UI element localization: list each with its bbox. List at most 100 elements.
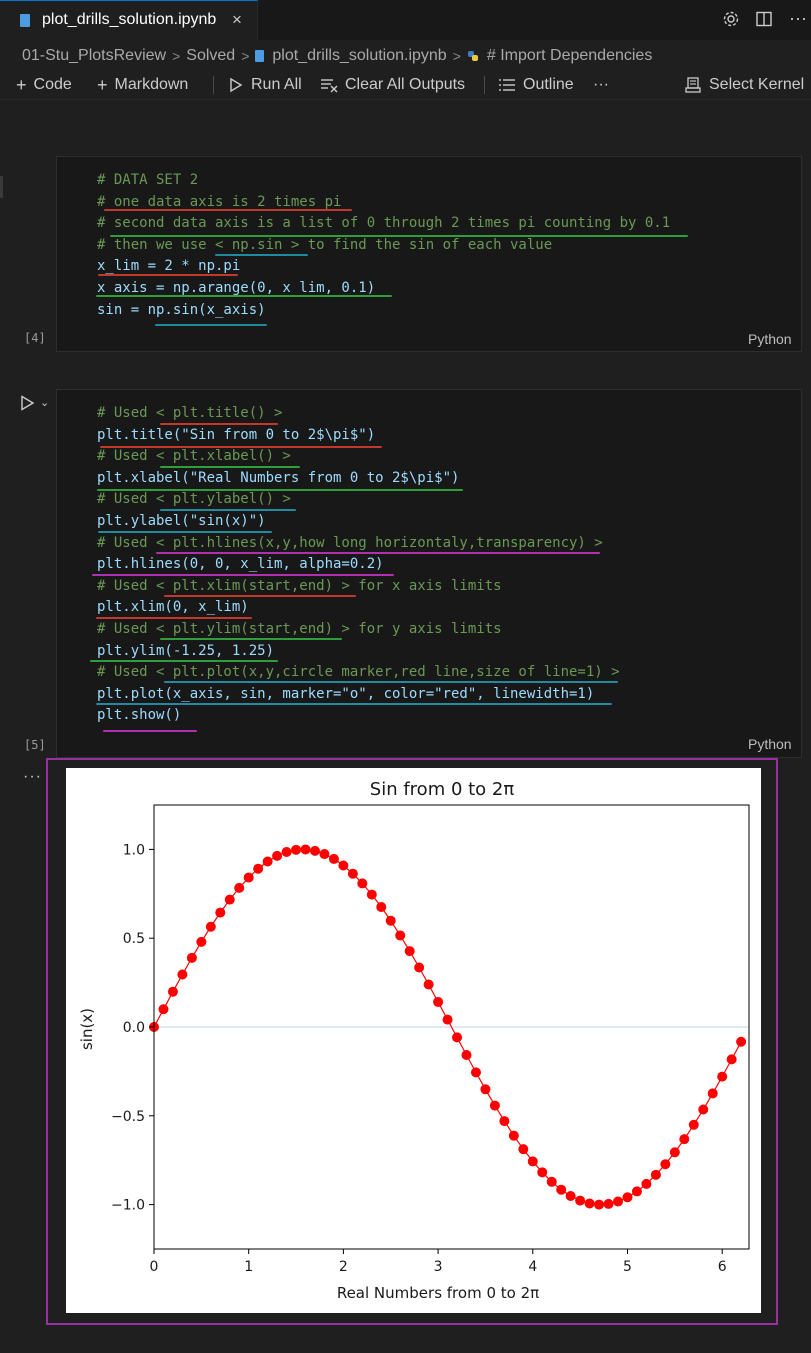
code-line: # Used < plt.xlabel() > [97,448,291,465]
plus-icon: + [97,74,108,95]
breadcrumb-item[interactable]: # Import Dependencies [486,47,653,64]
data-point [319,849,330,860]
y-axis-label: sin(x) [78,1008,96,1050]
kernel-icon [685,77,701,93]
plot-area: 0 1 2 3 4 5 6 −1.0 −0.5 0.0 0.5 1.0 [111,804,750,1275]
toolbar-divider [484,76,485,94]
tab-label: plot_drills_solution.ipynb [42,11,217,28]
gear-icon[interactable] [722,10,740,28]
annotation-underline [90,660,278,662]
data-point [291,844,302,855]
more-toolbar-button[interactable]: ··· [593,73,609,97]
data-point [669,1147,680,1158]
cell-language[interactable]: Python [748,331,792,347]
data-point [499,1116,510,1127]
add-code-label: Code [33,76,72,93]
x-tick-label: 4 [528,1259,537,1275]
code-editor[interactable]: # Used < plt.title() > plt.title("Sin fro… [97,403,620,727]
execution-count: [4] [24,331,46,345]
clear-all-outputs-button[interactable]: Clear All Outputs [320,73,465,97]
data-point [205,921,216,932]
data-point [546,1176,557,1187]
data-point [224,894,235,905]
code-line: plt.plot(x_axis, sin, marker="o", color=… [97,685,595,702]
data-point [631,1186,642,1197]
data-point [395,930,406,941]
data-point [688,1119,699,1130]
python-icon [467,51,478,61]
breadcrumb-item[interactable]: plot_drills_solution.ipynb [272,47,447,64]
output-more-icon[interactable]: ··· [23,768,42,785]
chevron-down-icon[interactable]: ⌄ [40,397,50,409]
select-kernel-button[interactable]: Select Kernel [684,73,804,97]
data-point [433,996,444,1007]
annotation-underline [160,423,278,425]
annotation-underline [97,489,463,491]
breadcrumb-item[interactable]: 01-Stu_PlotsReview [22,47,167,64]
data-point [707,1088,718,1099]
cell-language[interactable]: Python [748,736,792,752]
annotation-underline [155,324,267,326]
notebook-file-icon [20,14,30,27]
add-code-button[interactable]: + Code [16,73,72,97]
data-point [461,1050,472,1061]
add-markdown-button[interactable]: + Markdown [97,73,188,97]
code-cell[interactable] [56,389,802,758]
data-point [508,1130,519,1141]
run-all-button[interactable]: Run All [228,73,302,97]
split-editor-icon[interactable] [755,10,773,28]
plus-icon: + [16,74,27,95]
x-tick-label: 6 [718,1259,727,1275]
annotation-underline [156,552,600,554]
data-point [698,1104,709,1115]
code-line: # Used < plt.hlines(x,y,how long horizon… [97,534,603,551]
data-point [489,1100,500,1111]
data-point [177,969,188,980]
annotation-underline [164,681,618,683]
data-point [167,986,178,997]
editor-tab[interactable]: plot_drills_solution.ipynb × [0,0,258,40]
data-point [338,860,349,871]
data-point [452,1032,463,1043]
code-line: plt.title("Sin from 0 to 2$\pi$") [97,426,376,443]
annotation-underline [103,730,197,732]
data-point [641,1178,652,1189]
output-highlight-frame [46,758,778,1325]
data-point [215,907,226,918]
code-line: # DATA SET 2 [97,172,199,188]
x-axis-label: Real Numbers from 0 to 2π [337,1284,539,1302]
data-point [603,1198,614,1209]
data-point [736,1036,747,1047]
data-point [594,1199,605,1210]
notebook-toolbar: + Code + Markdown Run All Clear All Outp… [0,70,811,100]
breadcrumb-separator: > [241,48,250,64]
x-tick-label: 0 [150,1259,159,1275]
code-line: # Used < plt.ylim(start,end) > for y axi… [97,620,502,637]
data-point [300,844,311,855]
close-icon[interactable]: × [232,10,242,29]
data-point [186,952,197,963]
data-point [253,863,264,874]
breadcrumb-item[interactable]: Solved [186,47,236,64]
data-point [328,853,339,864]
code-line: x_axis = np.arange(0, x_lim, 0.1) [97,279,376,296]
code-line: plt.xlabel("Real Numbers from 0 to 2$\pi… [97,469,460,486]
code-line: # Used < plt.title() > [97,405,283,421]
data-point [480,1084,491,1095]
annotation-underline [160,638,342,640]
code-line: # Used < plt.xlim(start,end) > for x axi… [97,577,502,594]
y-tick-label: −1.0 [111,1198,145,1214]
code-line: # Used < plt.plot(x,y,circle marker,red … [97,664,620,681]
code-line: plt.ylim(-1.25, 1.25) [97,642,275,659]
code-line: plt.hlines(0, 0, x_lim, alpha=0.2) [97,556,384,573]
more-actions-icon[interactable]: ··· [789,8,807,28]
code-cell[interactable] [56,156,802,352]
annotation-underline [100,446,382,448]
annotation-underline [160,509,296,511]
y-tick-label: 0.0 [123,1020,145,1036]
run-cell-icon[interactable] [19,395,35,411]
outline-button[interactable]: Outline [498,73,574,97]
data-point [243,872,254,883]
code-editor[interactable]: # DATA SET 2 # one data axis is 2 times p… [97,170,670,321]
run-all-icon [230,77,243,93]
